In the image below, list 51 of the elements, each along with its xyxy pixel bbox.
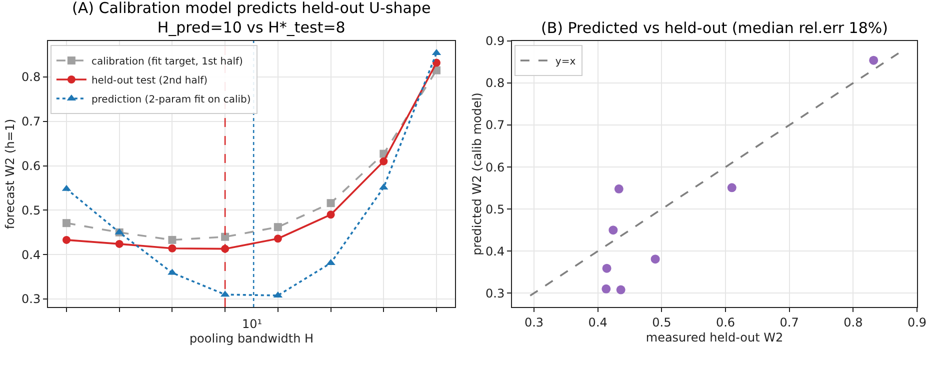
y-tick-label: 0.8	[486, 76, 505, 90]
point	[115, 240, 124, 248]
point	[62, 236, 70, 244]
y-tick-label: 0.3	[486, 286, 505, 300]
x-tick-label: 0.9	[907, 315, 927, 330]
point	[326, 199, 335, 208]
chart-title: (A) Calibration model predicts held-out U-shape H_pred=10 vs H*_test=8	[72, 0, 431, 36]
y-axis-title: predicted W2 (calib model)	[470, 92, 484, 256]
y-tick-label: 0.7	[22, 114, 41, 129]
point	[650, 254, 660, 264]
point	[614, 184, 624, 194]
y-tick-label: 0.7	[486, 118, 505, 132]
x-tick-label: 0.8	[844, 315, 863, 330]
point	[62, 219, 70, 228]
x-tick-label: 0.6	[716, 315, 736, 330]
y-tick-label: 0.6	[22, 158, 41, 173]
y-tick-label: 0.5	[486, 202, 505, 216]
y-tick-label: 0.5	[22, 203, 41, 218]
x-axis-title: measured held-out W2	[646, 330, 784, 344]
legend-label: calibration (fit target, 1st half)	[91, 56, 244, 68]
x-tick-label: 0.5	[652, 315, 672, 330]
point	[168, 244, 176, 252]
y-tick-label: 0.3	[22, 292, 41, 306]
point	[616, 285, 626, 294]
point	[274, 223, 282, 232]
y-tick-label: 0.6	[486, 160, 505, 174]
point	[727, 183, 736, 192]
y-tick-label: 0.8	[22, 70, 41, 84]
y-axis-title: forecast W2 (h=1)	[2, 118, 17, 230]
point	[602, 264, 612, 273]
x-tick-label: 0.4	[588, 315, 608, 330]
x-tick-label: 0.7	[780, 315, 799, 330]
point	[380, 157, 388, 166]
point	[608, 226, 618, 235]
y-tick-label: 0.4	[22, 248, 41, 262]
point	[432, 58, 440, 67]
point	[221, 232, 230, 241]
point	[326, 210, 335, 219]
chart-title: (B) Predicted vs held-out (median rel.err 18%)	[541, 19, 888, 37]
point	[274, 234, 282, 243]
y-tick-label: 0.4	[486, 244, 505, 258]
legend-label: held-out test (2nd half)	[91, 75, 208, 86]
x-tick-label: 0.3	[524, 315, 544, 330]
point	[168, 236, 176, 244]
legend-label: prediction (2-param fit on calib)	[91, 94, 251, 106]
point	[869, 56, 878, 65]
point	[602, 284, 611, 294]
x-axis-title: pooling bandwidth H	[189, 331, 314, 346]
legend-label: y=x	[555, 56, 576, 68]
y-tick-label: 0.9	[486, 34, 505, 48]
text: 10¹	[242, 317, 262, 331]
